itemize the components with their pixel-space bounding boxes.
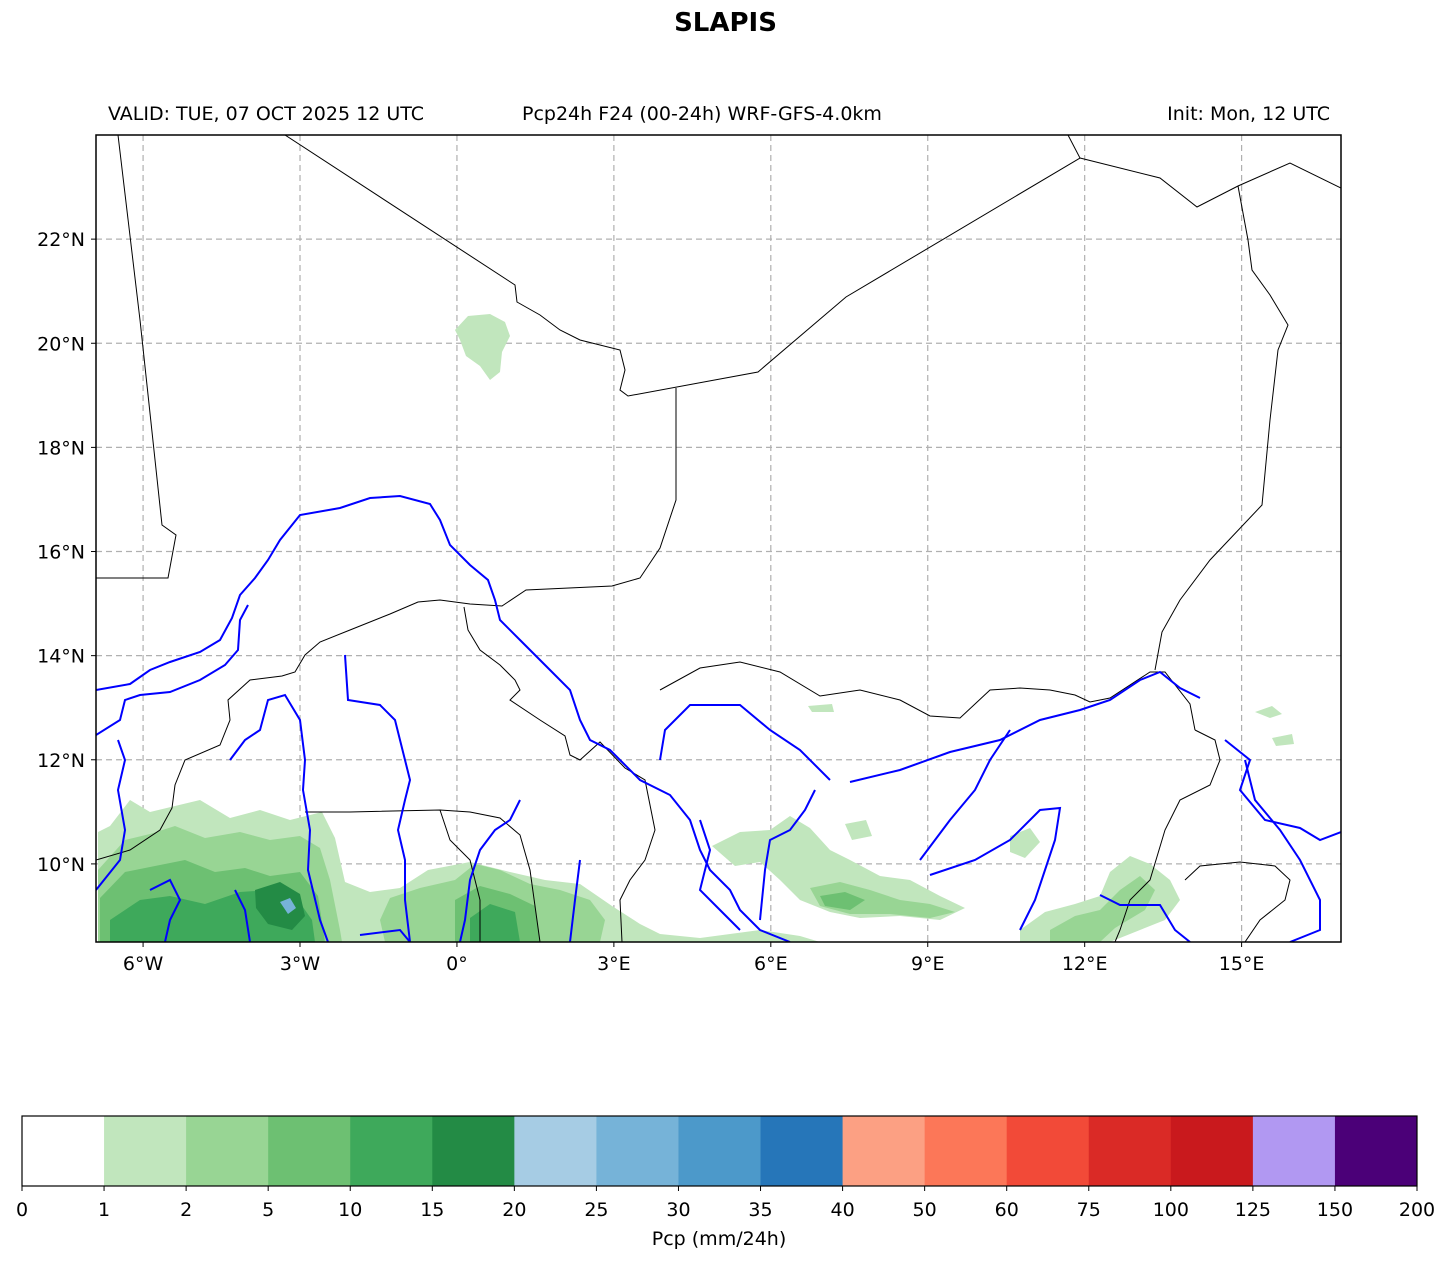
- lat-tick-label: 22°N: [37, 229, 85, 251]
- colorbar-tick-label: 1: [98, 1199, 110, 1221]
- lon-tick-label: 3°W: [280, 953, 321, 975]
- colorbar-tick-label: 0: [16, 1199, 28, 1221]
- lat-tick-label: 18°N: [37, 437, 85, 459]
- colorbar-swatch: [514, 1116, 597, 1186]
- precip-area: [1255, 706, 1282, 718]
- colorbar-swatch: [104, 1116, 187, 1186]
- colorbar-swatch: [1334, 1116, 1418, 1186]
- colorbar-swatch: [842, 1116, 926, 1186]
- precip-area: [1272, 734, 1294, 746]
- lat-tick-label: 10°N: [37, 854, 85, 876]
- colorbar-tick-label: 10: [338, 1199, 362, 1221]
- colorbar-label: Pcp (mm/24h): [652, 1228, 786, 1250]
- colorbar-tick-label: 125: [1235, 1199, 1271, 1221]
- lat-tick-label: 20°N: [37, 333, 85, 355]
- colorbar-swatch: [186, 1116, 269, 1186]
- precip-area: [455, 314, 510, 380]
- lon-tick-label: 12°E: [1062, 953, 1108, 975]
- colorbar-swatch: [596, 1116, 679, 1186]
- colorbar-swatch: [432, 1116, 515, 1186]
- colorbar: 0 1 2 5 10 15 20 25 30 35 40 50 60 75 100 125 150 200: [16, 1115, 1435, 1221]
- longitude-axis: 6°W 3°W 0° 3°E 6°E 9°E 12°E 15°E: [123, 942, 1265, 975]
- colorbar-tick-label: 20: [502, 1199, 526, 1221]
- colorbar-tick-label: 5: [262, 1199, 274, 1221]
- lat-tick-label: 16°N: [37, 542, 85, 564]
- colorbar-swatch: [1170, 1116, 1254, 1186]
- map-frame: [95, 134, 1342, 943]
- colorbar-swatch: [1006, 1116, 1090, 1186]
- precipitation-field: [98, 314, 1294, 942]
- lon-tick-label: 3°E: [597, 953, 631, 975]
- precip-area: [1050, 876, 1155, 942]
- precip-area: [1010, 828, 1040, 858]
- colorbar-swatch: [268, 1116, 351, 1186]
- colorbar-tick-label: 60: [995, 1199, 1019, 1221]
- precip-area: [820, 892, 865, 910]
- precip-area: [712, 816, 965, 920]
- latitude-axis: 22°N 20°N 18°N 16°N 14°N 12°N 10°N: [37, 229, 96, 876]
- colorbar-swatch: [924, 1116, 1008, 1186]
- colorbar-swatch: [22, 1116, 105, 1186]
- precip-area: [845, 820, 872, 840]
- product-label: Pcp24h F24 (00-24h) WRF-GFS-4.0km: [522, 103, 882, 125]
- colorbar-tick-label: 35: [748, 1199, 772, 1221]
- colorbar-tick-label: 100: [1153, 1199, 1189, 1221]
- lat-tick-label: 12°N: [37, 750, 85, 772]
- map-gridlines: [96, 135, 1341, 942]
- lon-tick-label: 6°E: [754, 953, 788, 975]
- lon-tick-label: 6°W: [123, 953, 164, 975]
- colorbar-tick-label: 30: [666, 1199, 690, 1221]
- init-time-label: Init: Mon, 12 UTC: [1167, 103, 1330, 125]
- colorbar-tick-label: 2: [180, 1199, 192, 1221]
- colorbar-swatch: [350, 1116, 433, 1186]
- colorbar-tick-label: 200: [1399, 1199, 1435, 1221]
- precip-area: [808, 704, 834, 712]
- colorbar-frame: [21, 1115, 1418, 1187]
- country-borders: [96, 135, 1341, 942]
- lon-tick-label: 15°E: [1219, 953, 1265, 975]
- lon-tick-label: 0°: [446, 953, 468, 975]
- lon-tick-label: 9°E: [911, 953, 945, 975]
- precip-area: [255, 882, 305, 930]
- valid-time-label: VALID: TUE, 07 OCT 2025 12 UTC: [108, 103, 424, 125]
- colorbar-tick-label: 40: [830, 1199, 854, 1221]
- precip-area: [470, 904, 520, 942]
- colorbar-swatch: [760, 1116, 844, 1186]
- map-title: SLAPIS: [674, 8, 777, 38]
- colorbar-tick-label: 75: [1077, 1199, 1101, 1221]
- lat-tick-label: 14°N: [37, 646, 85, 668]
- colorbar-swatch: [1252, 1116, 1336, 1186]
- precip-area: [280, 898, 296, 914]
- rivers: [96, 494, 1341, 942]
- colorbar-swatch: [1088, 1116, 1172, 1186]
- colorbar-swatch: [678, 1116, 762, 1186]
- colorbar-tick-label: 150: [1317, 1199, 1353, 1221]
- colorbar-tick-label: 15: [420, 1199, 444, 1221]
- colorbar-tick-label: 50: [913, 1199, 937, 1221]
- colorbar-tick-label: 25: [584, 1199, 608, 1221]
